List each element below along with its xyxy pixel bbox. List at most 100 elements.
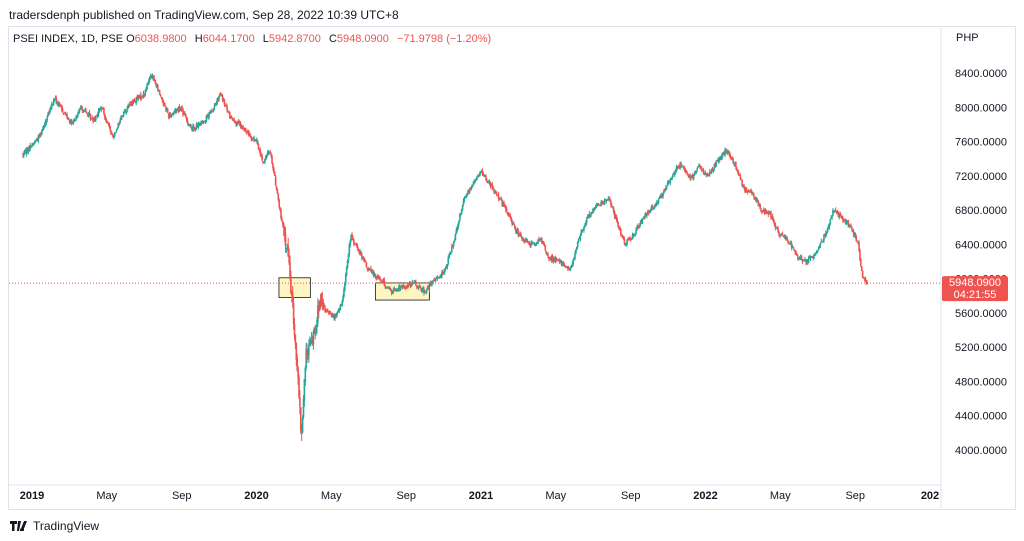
candle-body xyxy=(580,231,583,236)
candle-body xyxy=(309,339,312,344)
candle-body xyxy=(838,213,841,218)
candle-body xyxy=(389,288,392,291)
candle-body xyxy=(768,211,770,214)
candle-body xyxy=(139,94,141,98)
candle-body xyxy=(246,130,249,133)
candle-body xyxy=(597,203,600,205)
candle-body xyxy=(307,356,309,358)
candle-body xyxy=(456,227,459,231)
x-tick-label: May xyxy=(321,490,342,502)
highlight-box[interactable] xyxy=(278,277,311,298)
candle-body xyxy=(225,104,227,106)
candle-body xyxy=(667,181,670,184)
candle-body xyxy=(551,255,554,262)
candle-body xyxy=(100,108,103,110)
candle-body xyxy=(774,224,777,228)
candle-body xyxy=(499,197,502,199)
candle-body xyxy=(556,259,558,261)
candle-body xyxy=(540,238,542,240)
candle-body xyxy=(132,100,135,103)
candle-body xyxy=(437,276,440,279)
candle-body xyxy=(732,158,734,164)
candle-body xyxy=(434,278,437,281)
candle-body xyxy=(440,275,442,277)
candle-body xyxy=(227,110,229,112)
candle-body xyxy=(727,151,729,155)
candle-body xyxy=(323,304,325,308)
candle-body xyxy=(68,120,71,123)
candle-body xyxy=(771,215,773,218)
candle-body xyxy=(751,192,753,195)
legend-open-value: 6038.9800 xyxy=(134,33,187,45)
candle-body xyxy=(371,271,374,273)
candle-body xyxy=(23,153,25,156)
candle-body xyxy=(599,205,601,207)
candle-body xyxy=(304,368,307,382)
candle-body xyxy=(113,136,115,138)
candle-body xyxy=(140,96,143,99)
candle-body xyxy=(727,152,730,154)
candle-body xyxy=(658,197,661,199)
candle-body xyxy=(859,250,861,260)
candle-body xyxy=(855,236,858,242)
candle-body xyxy=(147,82,149,85)
candle-body xyxy=(233,119,236,122)
candle-body xyxy=(664,188,667,190)
candle-body xyxy=(43,124,46,128)
tradingview-brand[interactable]: TradingView xyxy=(10,519,99,533)
candle-body xyxy=(60,105,63,110)
candle-body xyxy=(435,278,438,280)
candle-body xyxy=(357,248,360,252)
candle-body xyxy=(581,229,583,232)
candle-body xyxy=(862,277,865,279)
candle-body xyxy=(700,168,703,170)
candle-body xyxy=(196,125,199,127)
candle-body xyxy=(317,306,320,313)
candle-body xyxy=(847,220,850,227)
candle-body xyxy=(287,245,290,257)
candle-body xyxy=(191,127,193,131)
candle-body xyxy=(758,203,761,206)
candle-body xyxy=(593,208,595,211)
candle-body xyxy=(157,90,160,92)
candle-body xyxy=(236,123,238,125)
candle-body xyxy=(489,184,492,187)
candle-body xyxy=(214,104,217,106)
candle-body xyxy=(82,109,85,112)
candle-body xyxy=(753,197,756,199)
candle-body xyxy=(782,236,785,238)
candle-body xyxy=(486,181,489,183)
candle-body xyxy=(584,223,587,225)
candle-body xyxy=(744,186,746,192)
candle-body xyxy=(87,113,90,117)
candle-body xyxy=(388,287,390,289)
candle-body xyxy=(775,227,778,229)
candle-body xyxy=(835,211,838,213)
candle-body xyxy=(846,221,849,223)
candle-body xyxy=(858,242,860,251)
candle-body xyxy=(385,286,387,289)
candle-body xyxy=(133,99,136,101)
candle-body xyxy=(492,187,494,190)
candle-body xyxy=(827,226,830,228)
candle-body xyxy=(503,202,505,207)
candle-body xyxy=(865,281,868,283)
candle-body xyxy=(402,284,405,288)
candle-body xyxy=(821,241,823,243)
candle-body xyxy=(469,188,471,192)
candle-body xyxy=(749,191,752,193)
candle-body xyxy=(106,122,109,124)
candle-body xyxy=(637,225,639,228)
candle-body xyxy=(329,312,332,314)
candle-body xyxy=(596,203,599,205)
candle-body xyxy=(825,231,828,234)
candle-body xyxy=(708,174,710,176)
candle-body xyxy=(681,166,683,168)
candle-body xyxy=(484,175,486,177)
candle-body xyxy=(108,123,111,126)
candle-body xyxy=(686,173,689,176)
candle-body xyxy=(625,244,628,246)
candle-body xyxy=(223,99,226,105)
candle-body xyxy=(72,121,75,124)
